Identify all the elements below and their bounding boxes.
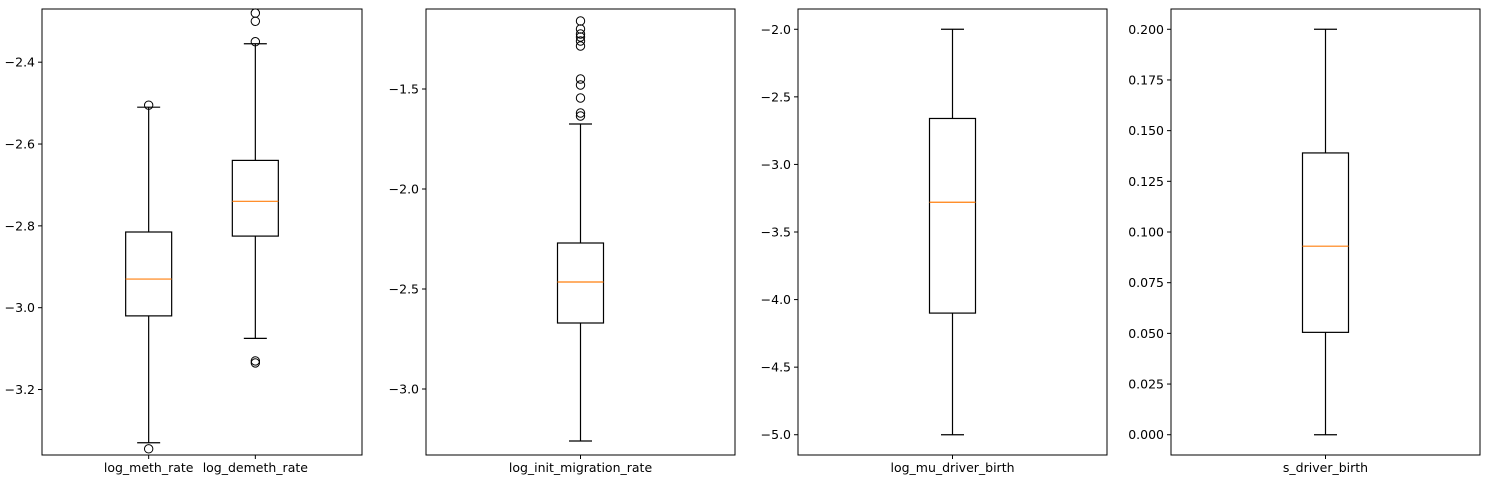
outlier-point: [250, 8, 261, 18]
iqr-box: [928, 117, 977, 314]
outlier-point: [250, 356, 261, 366]
y-tick-label: −3.0: [5, 300, 35, 315]
boxplot-panel-2: −3.0 −2.5 −2.0 −1.5 log_init_migration_rate: [389, 8, 736, 475]
axes-frame: [1170, 8, 1481, 456]
outlier-point: [575, 41, 586, 51]
axes-frame: [41, 8, 363, 456]
y-tick-label: −2.0: [761, 22, 791, 37]
axes-frame: [797, 8, 1108, 456]
x-tick-label: s_driver_birth: [1283, 460, 1368, 475]
y-tick-label: −3.0: [761, 157, 791, 172]
outlier-point: [143, 100, 154, 110]
y-tick-label: −2.6: [5, 137, 35, 152]
y-tick-label: 0.175: [1128, 72, 1164, 87]
y-tick-label: −2.0: [389, 182, 419, 197]
y-tick-label: 0.075: [1128, 275, 1164, 290]
x-tick-label: log_demeth_rate: [203, 460, 309, 475]
boxplot-panel-3: −5.0 −4.5 −4.0 −3.5 −3.0 −2.5 −2.0 log_mu_drive…: [761, 8, 1108, 475]
y-tick-label: −2.8: [5, 218, 35, 233]
outlier-point: [575, 29, 586, 39]
y-tick-label: 0.125: [1128, 174, 1164, 189]
outlier-point: [575, 111, 586, 121]
outlier-point: [250, 16, 261, 26]
box-1-1: [125, 100, 173, 454]
x-tick-label: log_meth_rate: [104, 460, 194, 475]
outlier-point: [575, 108, 586, 118]
x-tick-label: log_mu_driver_birth: [890, 460, 1014, 475]
box-4-1: [1301, 28, 1350, 436]
y-tick-label: −3.0: [389, 382, 419, 397]
iqr-box: [125, 231, 173, 317]
y-tick-label: −2.5: [761, 89, 791, 104]
box-2-1: [556, 16, 605, 442]
y-tick-label: 0.050: [1128, 326, 1164, 341]
outlier-point: [575, 93, 586, 103]
iqr-box: [231, 159, 279, 237]
iqr-box: [556, 242, 605, 324]
outlier-point: [250, 37, 261, 47]
box-3-1: [928, 28, 977, 436]
boxplot-panel-1: −3.2 −3.0 −2.8 −2.6 −2.4 log_meth_rate log_dem…: [5, 8, 363, 475]
y-tick-label: −4.0: [761, 292, 791, 307]
y-tick-label: 0.000: [1128, 427, 1164, 442]
y-tick-label: −3.5: [761, 225, 791, 240]
y-tick-label: −2.5: [389, 282, 419, 297]
y-tick-label: 0.025: [1128, 377, 1164, 392]
x-tick-label: log_init_migration_rate: [509, 460, 653, 475]
outlier-point: [575, 74, 586, 84]
y-tick-label: 0.150: [1128, 123, 1164, 138]
box-1-2: [231, 8, 279, 368]
outlier-point: [250, 358, 261, 368]
y-tick-label: 0.200: [1128, 22, 1164, 37]
outlier-point: [143, 444, 154, 454]
outlier-point: [575, 24, 586, 34]
y-tick-label: −3.2: [5, 382, 35, 397]
y-tick-label: −1.5: [389, 82, 419, 97]
outlier-point: [575, 80, 586, 90]
boxplot-panel-4: 0.000 0.025 0.050 0.075 0.100 0.125 0.150 0.175…: [1128, 8, 1481, 475]
axes-frame: [425, 8, 736, 456]
iqr-box: [1301, 152, 1350, 333]
outlier-point: [575, 36, 586, 46]
y-tick-label: 0.100: [1128, 225, 1164, 240]
y-tick-label: −4.5: [761, 360, 791, 375]
y-tick-label: −5.0: [761, 427, 791, 442]
outlier-point: [575, 16, 586, 26]
y-tick-label: −2.4: [5, 55, 35, 70]
